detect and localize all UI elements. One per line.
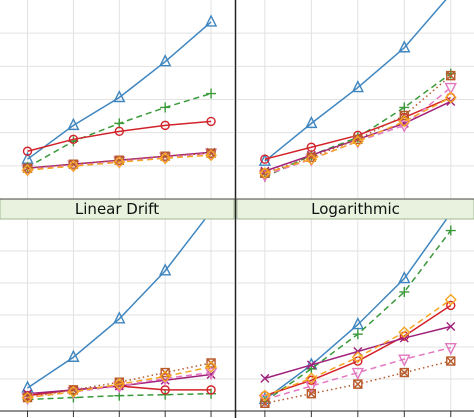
data-point-plus bbox=[445, 225, 456, 236]
data-point-triangle bbox=[159, 263, 172, 276]
series-7 bbox=[258, 293, 457, 402]
series-7 bbox=[21, 360, 218, 404]
data-point-circle bbox=[160, 120, 170, 131]
series-line bbox=[264, 304, 452, 397]
series-line bbox=[264, 75, 452, 174]
series-6 bbox=[260, 356, 456, 409]
data-point-triangle bbox=[159, 54, 172, 67]
data-point-plus bbox=[160, 102, 171, 113]
series-line bbox=[27, 152, 212, 169]
data-point-plus bbox=[206, 88, 217, 99]
data-point-diamond bbox=[21, 391, 34, 404]
data-point-diamond bbox=[113, 378, 126, 391]
series-line bbox=[27, 366, 212, 399]
series-line bbox=[264, 299, 452, 397]
data-point-diamond bbox=[258, 389, 271, 402]
data-point-tridown bbox=[444, 342, 457, 356]
data-point-circle bbox=[206, 116, 216, 127]
data-point-diamond bbox=[113, 156, 126, 169]
chart-panel-2 bbox=[237, 0, 474, 199]
data-point-triangle bbox=[305, 115, 318, 129]
gridlines bbox=[237, 0, 474, 199]
data-point-plus bbox=[352, 329, 363, 340]
series-line bbox=[264, 346, 451, 401]
data-point-circle bbox=[68, 134, 79, 145]
facet-strip-1: Linear Drift bbox=[0, 198, 235, 220]
data-point-diamond bbox=[398, 115, 411, 128]
data-point-triangle bbox=[204, 14, 218, 27]
data-point-diamond bbox=[305, 372, 318, 385]
data-point-boxx bbox=[446, 70, 456, 81]
facet-strip-2: Logarithmic bbox=[236, 198, 474, 220]
data-point-xmark bbox=[306, 360, 316, 370]
data-point-triangle bbox=[258, 153, 272, 166]
series-line bbox=[264, 212, 452, 401]
data-point-diamond bbox=[258, 167, 271, 180]
data-point-boxx bbox=[446, 356, 456, 366]
data-point-triangle bbox=[67, 117, 80, 131]
data-point-triangle bbox=[351, 317, 364, 330]
data-point-xmark bbox=[446, 96, 456, 106]
series-line bbox=[264, 0, 447, 162]
data-point-tridown bbox=[444, 82, 457, 96]
data-point-circle bbox=[206, 385, 216, 395]
data-point-boxx bbox=[306, 389, 317, 399]
series-1 bbox=[21, 14, 218, 164]
data-point-diamond bbox=[351, 351, 364, 364]
data-point-plus bbox=[160, 389, 171, 400]
data-point-diamond bbox=[444, 91, 457, 104]
data-point-tridown bbox=[305, 381, 318, 394]
series-7 bbox=[258, 91, 457, 180]
data-point-diamond bbox=[205, 360, 218, 373]
series-line bbox=[27, 210, 212, 389]
data-point-xmark bbox=[446, 322, 456, 332]
data-point-triangle bbox=[398, 40, 411, 53]
panel-title: Logarithmic bbox=[311, 200, 400, 218]
chart-panel-1 bbox=[0, 0, 234, 199]
data-point-boxx bbox=[399, 367, 409, 378]
chart-panel-4 bbox=[237, 205, 474, 417]
series-line bbox=[264, 96, 452, 174]
series-1 bbox=[258, 0, 447, 166]
data-point-diamond bbox=[444, 293, 457, 306]
data-point-circle bbox=[260, 154, 270, 164]
data-point-circle bbox=[306, 142, 317, 152]
data-point-plus bbox=[399, 286, 410, 297]
data-point-tridown bbox=[398, 354, 411, 367]
data-point-triangle bbox=[113, 311, 126, 324]
chart-panel-3 bbox=[0, 203, 234, 417]
data-point-circle bbox=[114, 126, 124, 137]
data-point-circle bbox=[22, 146, 33, 156]
data-point-diamond bbox=[305, 153, 318, 166]
series-line bbox=[27, 21, 212, 160]
data-point-triangle bbox=[113, 89, 126, 103]
data-point-triangle bbox=[67, 349, 80, 362]
data-point-tridown bbox=[204, 367, 218, 381]
data-point-diamond bbox=[67, 160, 80, 173]
data-point-xmark bbox=[260, 373, 270, 383]
panel-title: Linear Drift bbox=[75, 200, 159, 218]
data-point-diamond bbox=[67, 385, 80, 398]
data-point-diamond bbox=[398, 326, 411, 339]
data-point-triangle bbox=[398, 270, 411, 284]
data-point-diamond bbox=[159, 370, 172, 383]
data-point-diamond bbox=[21, 164, 34, 177]
data-point-diamond bbox=[351, 135, 364, 148]
data-point-tridown bbox=[398, 120, 411, 133]
series-7 bbox=[21, 149, 218, 177]
data-point-triangle bbox=[351, 79, 364, 93]
data-point-diamond bbox=[205, 149, 218, 162]
data-point-boxx bbox=[353, 379, 363, 389]
series-line bbox=[27, 120, 212, 152]
data-point-diamond bbox=[159, 152, 172, 165]
series-line bbox=[27, 154, 212, 171]
data-point-tridown bbox=[351, 367, 364, 381]
series-3 bbox=[22, 116, 216, 156]
data-point-circle bbox=[446, 300, 456, 311]
